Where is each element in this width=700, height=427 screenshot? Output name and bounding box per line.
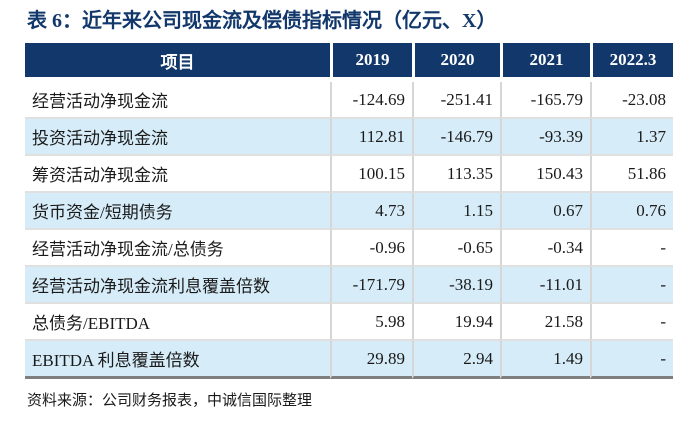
cell-value: - [590, 267, 673, 304]
row-label: 经营活动净现金流利息覆盖倍数 [25, 267, 330, 304]
cell-value: 150.43 [500, 156, 590, 193]
column-header-item: 项目 [25, 43, 330, 82]
row-label: 投资活动净现金流 [25, 119, 330, 156]
table-title: 表 6：近年来公司现金流及偿债指标情况（亿元、X） [27, 10, 497, 32]
cell-value: 2.94 [412, 341, 500, 379]
cell-value: 1.15 [412, 193, 500, 230]
cell-value: 19.94 [412, 304, 500, 341]
source-note: 资料来源：公司财务报表，中诚信国际整理 [27, 393, 313, 409]
table-row: 经营活动净现金流利息覆盖倍数 -171.79 -38.19 -11.01- [25, 267, 673, 304]
table-header-row: 项目 2019 2020 2021 2022.3 [25, 43, 673, 82]
cell-value: 100.15 [330, 156, 412, 193]
cell-value: 21.58 [500, 304, 590, 341]
table-row: 货币资金/短期债务 4.73 1.15 0.67 0.76 [25, 193, 673, 230]
cashflow-debt-table: 项目 2019 2020 2021 2022.3 经营活动净现金流 -124.69 -251… [25, 43, 673, 379]
table-row: 投资活动净现金流 112.81 -146.79 -93.39 1.37 [25, 119, 673, 156]
cell-value: 4.73 [330, 193, 412, 230]
cell-value: -93.39 [500, 119, 590, 156]
cell-value: - [590, 230, 673, 267]
table-row: EBITDA 利息覆盖倍数 29.89 2.94 1.49- [25, 341, 673, 379]
cell-value: 112.81 [330, 119, 412, 156]
cell-value: - [590, 304, 673, 341]
row-label: 总债务/EBITDA [25, 304, 330, 341]
row-label: EBITDA 利息覆盖倍数 [25, 341, 330, 379]
column-header-year: 2022.3 [590, 43, 673, 82]
table-row: 筹资活动净现金流 100.15 113.35 150.43 51.86 [25, 156, 673, 193]
cell-value: -38.19 [412, 267, 500, 304]
cell-value: 0.76 [590, 193, 673, 230]
table-block: 表 6：近年来公司现金流及偿债指标情况（亿元、X） 项目 2019 2020 2021… [25, 6, 673, 410]
cell-value: -146.79 [412, 119, 500, 156]
cell-value: -0.96 [330, 230, 412, 267]
row-label: 货币资金/短期债务 [25, 193, 330, 230]
table-body: 经营活动净现金流 -124.69 -251.41 -165.79 -23.08 投资活动净… [25, 82, 673, 379]
cell-value: 0.67 [500, 193, 590, 230]
cell-value: 51.86 [590, 156, 673, 193]
cell-value: -23.08 [590, 82, 673, 119]
column-header-year: 2021 [500, 43, 590, 82]
cell-value: -0.65 [412, 230, 500, 267]
cell-value: 5.98 [330, 304, 412, 341]
column-header-year: 2020 [412, 43, 500, 82]
cell-value: -251.41 [412, 82, 500, 119]
cell-value: - [590, 341, 673, 379]
column-header-year: 2019 [330, 43, 412, 82]
table-row: 经营活动净现金流/总债务 -0.96 -0.65 -0.34- [25, 230, 673, 267]
cell-value: -0.34 [500, 230, 590, 267]
cell-value: -124.69 [330, 82, 412, 119]
cell-value: -11.01 [500, 267, 590, 304]
row-label: 筹资活动净现金流 [25, 156, 330, 193]
table-row: 经营活动净现金流 -124.69 -251.41 -165.79 -23.08 [25, 82, 673, 119]
cell-value: 29.89 [330, 341, 412, 379]
cell-value: 113.35 [412, 156, 500, 193]
row-label: 经营活动净现金流 [25, 82, 330, 119]
table-row: 总债务/EBITDA 5.98 19.94 21.58- [25, 304, 673, 341]
cell-value: -171.79 [330, 267, 412, 304]
cell-value: -165.79 [500, 82, 590, 119]
cell-value: 1.37 [590, 119, 673, 156]
cell-value: 1.49 [500, 341, 590, 379]
row-label: 经营活动净现金流/总债务 [25, 230, 330, 267]
